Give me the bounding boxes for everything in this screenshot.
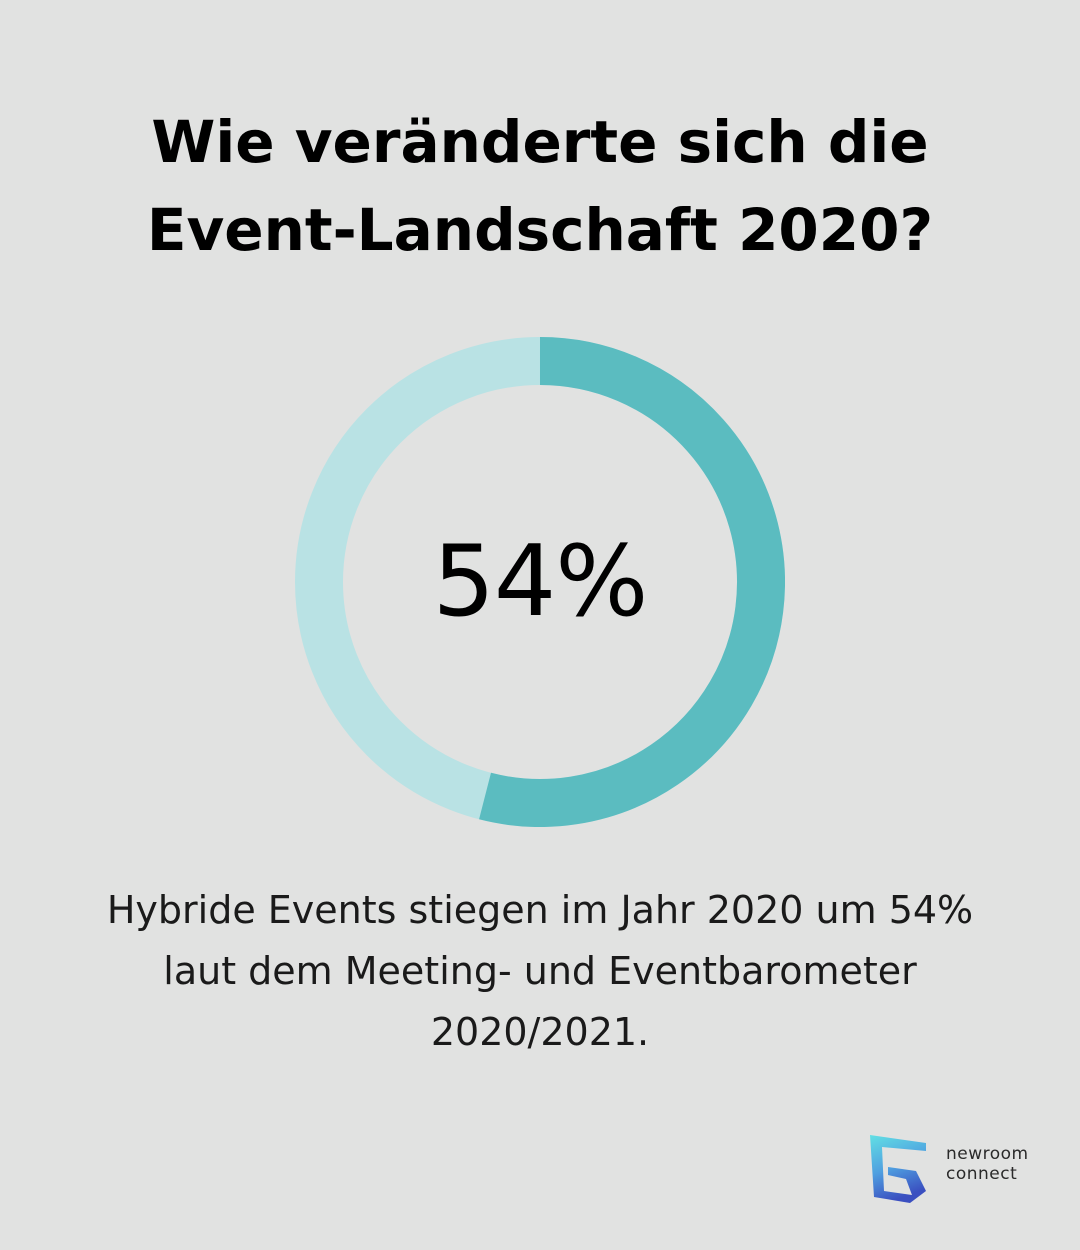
- description-line-2: laut dem Meeting- und Eventbarometer: [163, 949, 917, 993]
- description-text: Hybride Events stiegen im Jahr 2020 um 5…: [40, 880, 1040, 1063]
- donut-chart: [295, 337, 785, 827]
- brand-logo: newroom connect: [868, 1133, 1058, 1208]
- page-title: Wie veränderte sich die Event-Landschaft…: [0, 98, 1080, 274]
- description-line-1: Hybride Events stiegen im Jahr 2020 um 5…: [106, 888, 974, 932]
- description-line-3: 2020/2021.: [430, 1010, 650, 1054]
- logo-word-connect: connect: [946, 1164, 1018, 1184]
- logo-word-newroom: newroom: [946, 1144, 1029, 1164]
- donut-chart-svg: [295, 337, 785, 827]
- logo-wordmark: newroom connect: [946, 1144, 1029, 1184]
- title-line-2: Event-Landschaft 2020?: [146, 196, 934, 264]
- donut-value-arc: [479, 337, 785, 827]
- donut-center-value: 54%: [432, 525, 649, 639]
- newroom-connect-logo-icon: [870, 1135, 926, 1203]
- title-line-1: Wie veränderte sich die: [151, 108, 929, 176]
